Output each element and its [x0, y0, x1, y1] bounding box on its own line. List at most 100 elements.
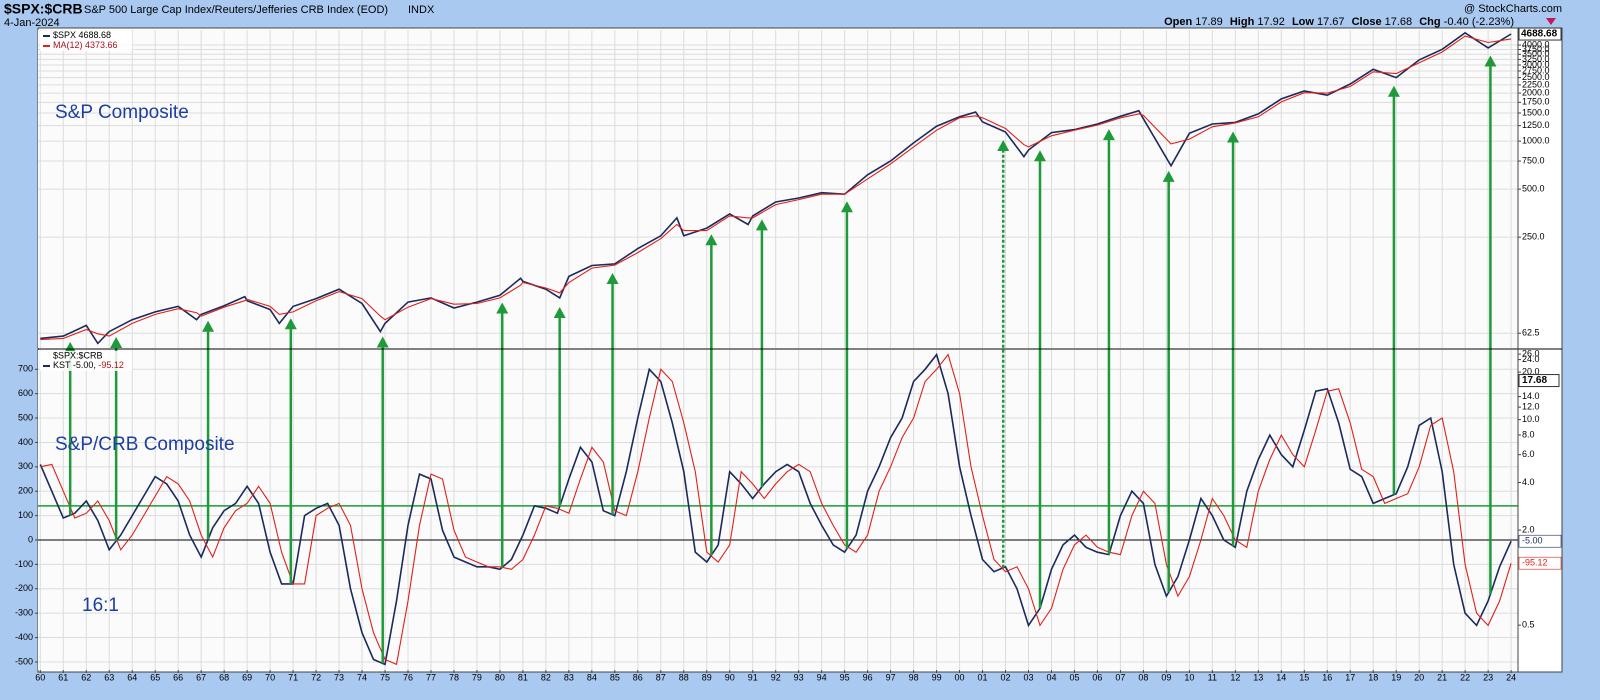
x-tick-label: 68 [219, 672, 229, 682]
x-tick-label: 00 [955, 672, 965, 682]
arrow-head [64, 341, 77, 353]
y-tick-label: 600 [18, 388, 33, 398]
x-tick-label: 77 [426, 672, 436, 682]
last-ratio-label: 17.68 [1522, 375, 1547, 386]
x-tick-label: 63 [104, 672, 114, 682]
y-tick-label: 3000.0 [1522, 59, 1550, 69]
legend-entry: $SPX 4688.68 [53, 30, 111, 40]
panel-annotation: S&P Composite [55, 102, 189, 123]
arrow-head [1162, 170, 1175, 182]
x-tick-label: 75 [380, 672, 390, 682]
arrow-head [997, 140, 1010, 152]
quote-label: Open [1164, 16, 1192, 28]
labels: 4000.03750.03500.03250.03000.02750.02500… [15, 27, 1562, 682]
x-tick-label: 88 [679, 672, 689, 682]
x-tick-label: 78 [449, 672, 459, 682]
y2-tick-label: 14.0 [1522, 391, 1540, 401]
x-tick-label: 15 [1299, 672, 1309, 682]
last-ratio-box [1518, 374, 1560, 388]
arrow-head [110, 337, 123, 349]
grid [35, 30, 1521, 673]
y-tick-label: 2250.0 [1522, 79, 1550, 89]
y-tick-label: 1500.0 [1522, 107, 1550, 117]
x-tick-label: 09 [1161, 672, 1171, 682]
x-tick-label: 97 [886, 672, 896, 682]
y-tick-label: 300 [18, 461, 33, 471]
series-line [40, 31, 1512, 345]
x-tick-label: 62 [81, 672, 91, 682]
quote-value: 17.89 [1195, 16, 1223, 28]
y-tick-label: 4000.0 [1522, 39, 1550, 49]
legend-entry: MA(12) 4373.66 [53, 40, 118, 50]
x-tick-label: 13 [1253, 672, 1263, 682]
y-tick-label: 200 [18, 486, 33, 496]
panel-annotation: 16:1 [82, 595, 119, 616]
x-tick-label: 74 [357, 672, 367, 682]
y-tick-label: 700 [18, 364, 33, 374]
legend-value: 4373.66 [85, 40, 118, 50]
y2-tick-label: 10.0 [1522, 414, 1540, 424]
arrow-head [755, 219, 768, 231]
quote-label: Close [1352, 16, 1382, 28]
x-tick-label: 89 [702, 672, 712, 682]
arrow-head [376, 336, 389, 348]
arrow-head [1387, 85, 1400, 97]
y-tick-label: 2750.0 [1522, 65, 1550, 75]
x-tick-label: 98 [909, 672, 919, 682]
x-tick-label: 64 [127, 672, 137, 682]
x-tick-label: 72 [311, 672, 321, 682]
x-tick-label: 19 [1391, 672, 1401, 682]
x-tick-label: 84 [587, 672, 597, 682]
x-tick-label: 10 [1184, 672, 1194, 682]
quote-value: 17.67 [1317, 16, 1345, 28]
arrow-head [202, 320, 215, 332]
indicator-legend-box [40, 351, 132, 371]
x-tick-label: 18 [1368, 672, 1378, 682]
series-line [40, 35, 1512, 341]
legend-separator: , [93, 360, 96, 370]
quote-label: High [1230, 16, 1255, 28]
y-tick-label: 400 [18, 437, 33, 447]
x-tick-label: 08 [1138, 672, 1148, 682]
x-tick-label: 60 [35, 672, 45, 682]
x-tick-label: 02 [1001, 672, 1011, 682]
x-tick-label: 69 [242, 672, 252, 682]
marks [38, 31, 1518, 666]
y2-tick-label: 12.0 [1522, 402, 1540, 412]
y-tick-label: 3750.0 [1522, 44, 1550, 54]
x-tick-label: 05 [1069, 672, 1079, 682]
quote: Open 17.89 High 17.92 Low 17.67 Close 17… [1164, 16, 1514, 28]
y-tick-label: 2500.0 [1522, 72, 1550, 82]
description: S&P 500 Large Cap Index/Reuters/Jefferie… [84, 4, 388, 16]
x-tick-label: 65 [150, 672, 160, 682]
arrow-head [1033, 150, 1046, 162]
last-value-box [1518, 556, 1562, 570]
y-tick-label: 3500.0 [1522, 49, 1550, 59]
y2-tick-label: 4.0 [1522, 477, 1535, 487]
legend-entry: KST -5.00, -95.12 [53, 360, 124, 370]
y2-tick-label: 20.0 [1522, 366, 1540, 376]
x-tick-label: 67 [196, 672, 206, 682]
x-tick-label: 92 [771, 672, 781, 682]
quote-label: Low [1292, 16, 1314, 28]
legend-value: -5.00 [73, 360, 94, 370]
arrow-head [1102, 129, 1115, 141]
last-value-label: -95.12 [1522, 558, 1548, 568]
y2-tick-label: 24.0 [1522, 354, 1540, 364]
last-value-label: 4688.68 [1521, 29, 1558, 40]
x-tick-label: 73 [334, 672, 344, 682]
x-tick-label: 93 [794, 672, 804, 682]
x-tick-label: 66 [173, 672, 183, 682]
y2-tick-label: 6.0 [1522, 449, 1535, 459]
y-tick-label: 500.0 [1522, 184, 1545, 194]
arrow-head [840, 201, 853, 213]
legend-name: MA(12) [53, 40, 83, 50]
y-tick-label: 500 [18, 412, 33, 422]
arrow-head [606, 273, 619, 285]
x-tick-label: 76 [403, 672, 413, 682]
y-tick-label: 2000.0 [1522, 87, 1550, 97]
last-value-box [1518, 27, 1562, 41]
x-tick-label: 83 [564, 672, 574, 682]
x-tick-label: 90 [725, 672, 735, 682]
